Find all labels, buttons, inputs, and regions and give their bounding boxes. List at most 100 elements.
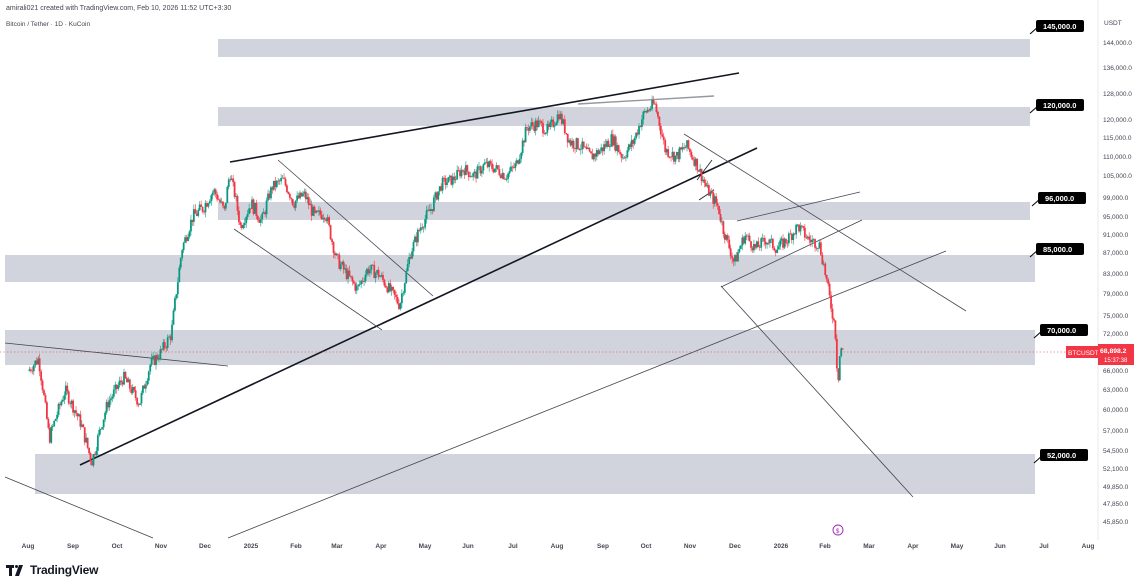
candle <box>251 196 253 209</box>
trendline[interactable] <box>4 476 154 539</box>
candle <box>220 197 223 204</box>
candle <box>431 209 434 215</box>
candle <box>790 232 793 244</box>
candle <box>750 240 752 252</box>
candle <box>469 171 472 178</box>
price-zone[interactable] <box>218 39 1030 57</box>
candle <box>98 426 101 437</box>
candle <box>718 205 720 215</box>
candle <box>691 154 694 161</box>
trendline[interactable] <box>736 191 861 222</box>
candle <box>398 299 400 311</box>
candle <box>783 237 786 250</box>
candle <box>358 280 361 287</box>
candle <box>239 220 242 229</box>
time-axis[interactable]: Aug Sep Oct Nov Dec 2025 Feb Mar Apr May Jun Jul Aug… <box>22 543 1095 550</box>
candle <box>486 157 489 169</box>
candle <box>171 319 173 343</box>
trendline[interactable] <box>683 133 967 312</box>
candle <box>316 209 319 213</box>
candle <box>300 192 303 197</box>
price-zone[interactable] <box>35 454 1035 494</box>
candle <box>741 234 744 251</box>
trendline[interactable] <box>227 250 947 539</box>
candle <box>539 118 541 125</box>
trendline[interactable] <box>277 159 434 297</box>
candle <box>339 260 342 272</box>
candle <box>707 183 710 196</box>
time-tick: Jun <box>994 543 1006 550</box>
candle <box>238 206 240 226</box>
candle <box>662 132 665 145</box>
candle <box>754 243 757 250</box>
price-zone[interactable] <box>218 107 1030 126</box>
candle <box>683 143 686 151</box>
candle <box>444 175 447 190</box>
zone-label[interactable]: 70,000.0 <box>1033 324 1088 339</box>
candle <box>809 235 812 247</box>
tradingview-wordmark: TradingView <box>30 563 99 577</box>
price-tick: 72,000.0 <box>1103 331 1129 338</box>
candle <box>190 214 192 236</box>
zone-price-labels: 145,000.0 120,000.0 96,000.0 85,000.0 70,000… <box>1029 20 1088 464</box>
candle <box>105 399 108 415</box>
candle <box>256 214 259 223</box>
zone-label[interactable]: 120,000.0 <box>1029 99 1084 114</box>
trendline[interactable] <box>720 219 863 288</box>
candle <box>668 155 671 159</box>
candle <box>114 381 117 394</box>
candle <box>168 334 171 338</box>
candle <box>793 233 796 236</box>
candle <box>658 116 661 131</box>
candle <box>438 186 441 196</box>
candle <box>175 294 178 300</box>
candle <box>450 175 453 186</box>
candle <box>632 139 635 149</box>
candle <box>235 192 237 202</box>
candle <box>818 239 821 250</box>
price-zone[interactable] <box>5 330 1035 365</box>
zone-label[interactable]: 96,000.0 <box>1031 192 1086 207</box>
price-axis[interactable]: USDT 144,000.0 136,000.0 128,000.0 120,000.… <box>1097 0 1132 540</box>
candle <box>341 261 344 266</box>
candle <box>713 193 716 207</box>
symbol-title[interactable]: Bitcoin / Tether · 1D · KuCoin <box>6 21 91 28</box>
candle <box>814 238 816 252</box>
trendline[interactable] <box>229 72 740 163</box>
candle <box>107 397 109 411</box>
candle <box>115 384 118 394</box>
trendlines[interactable] <box>4 72 967 539</box>
trendline[interactable] <box>577 95 715 105</box>
candle <box>85 433 88 444</box>
candle <box>456 165 459 180</box>
candle <box>673 151 675 165</box>
candle <box>245 215 248 228</box>
candle <box>494 168 496 174</box>
trendline[interactable] <box>720 285 914 498</box>
candle <box>243 218 246 229</box>
candle <box>706 180 709 189</box>
tradingview-logo[interactable]: TradingView <box>6 563 98 577</box>
svg-text:$: $ <box>836 529 840 535</box>
candle <box>536 118 539 131</box>
candle <box>806 235 809 241</box>
zone-label-text: 120,000.0 <box>1043 101 1076 110</box>
price-tick: 105,000.0 <box>1103 173 1132 180</box>
candle <box>684 145 687 149</box>
candle <box>123 368 125 386</box>
candle <box>155 352 157 370</box>
candle <box>523 139 525 147</box>
candle <box>467 171 470 181</box>
events-icon[interactable]: $ <box>832 524 844 536</box>
zone-label[interactable]: 145,000.0 <box>1029 20 1084 35</box>
candle <box>306 193 309 204</box>
candle <box>738 245 741 254</box>
candle <box>731 252 734 264</box>
zone-label[interactable]: 52,000.0 <box>1033 449 1088 464</box>
trendline[interactable] <box>233 228 383 331</box>
trendline[interactable] <box>696 159 713 181</box>
trendline[interactable] <box>79 147 758 466</box>
zone-label[interactable]: 85,000.0 <box>1029 243 1084 258</box>
trendline[interactable] <box>4 342 229 367</box>
